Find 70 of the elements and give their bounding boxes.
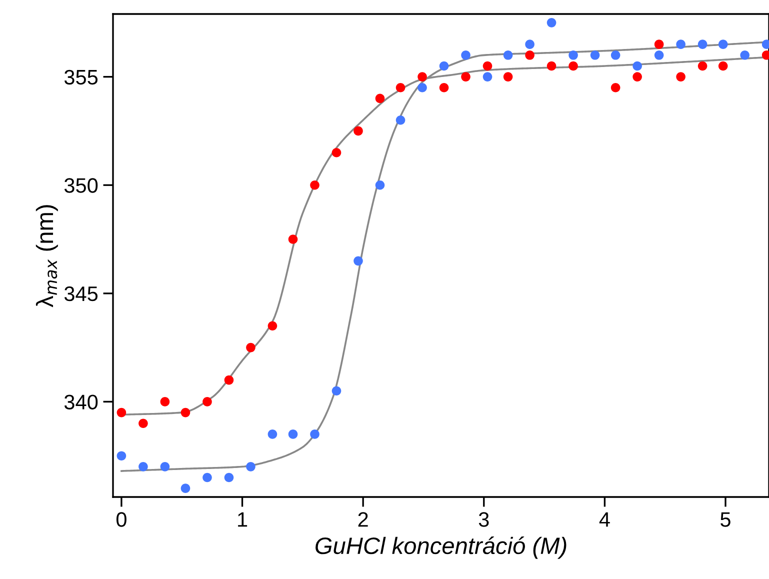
- point: [160, 462, 170, 472]
- point: [676, 72, 686, 82]
- y-tick-label: 345: [64, 286, 98, 302]
- point: [202, 472, 212, 482]
- point: [396, 115, 406, 125]
- point: [354, 126, 363, 136]
- point: [180, 484, 190, 493]
- point: [676, 40, 686, 49]
- point: [439, 82, 449, 92]
- point: [224, 472, 234, 482]
- point: [482, 61, 492, 71]
- point: [202, 397, 212, 406]
- point: [698, 40, 708, 49]
- point: [654, 40, 664, 49]
- point: [246, 342, 256, 352]
- point: [332, 148, 342, 158]
- point: [525, 50, 534, 60]
- point: [568, 61, 578, 71]
- point: [396, 82, 406, 92]
- y-axis-title: λ$_{max}$ (nm): [36, 205, 58, 308]
- point: [375, 94, 385, 104]
- point: [354, 256, 363, 266]
- point: [503, 72, 513, 82]
- point: [160, 397, 170, 406]
- x-tick-label: 0: [116, 512, 126, 527]
- point: [116, 451, 126, 461]
- x-tick-label: 4: [599, 512, 610, 527]
- point: [632, 61, 642, 71]
- x-axis-title: GuHCl koncentráció (M): [316, 536, 566, 559]
- x-tick-label: 3: [478, 512, 489, 527]
- point: [525, 40, 534, 49]
- point: [698, 61, 708, 71]
- point: [418, 82, 427, 92]
- point: [654, 50, 664, 60]
- point: [224, 375, 234, 385]
- point: [418, 72, 427, 82]
- point: [546, 61, 556, 71]
- point: [503, 50, 513, 60]
- point: [610, 50, 620, 60]
- point: [116, 408, 126, 418]
- point: [610, 82, 620, 92]
- point: [268, 430, 278, 439]
- x-tick-label: 2: [358, 512, 368, 527]
- point: [246, 462, 256, 472]
- point: [461, 50, 470, 60]
- point: [461, 72, 470, 82]
- point: [268, 321, 278, 331]
- point: [375, 180, 385, 190]
- y-tick-label: 355: [64, 70, 98, 85]
- point: [718, 61, 728, 71]
- point: [740, 50, 750, 60]
- point: [180, 408, 190, 418]
- point: [546, 18, 556, 28]
- x-tick-label: 5: [720, 512, 730, 527]
- x-tick-label: 1: [238, 512, 248, 527]
- point: [590, 50, 600, 60]
- point: [482, 72, 492, 82]
- point: [718, 40, 728, 49]
- y-tick-label: 350: [64, 178, 98, 193]
- y-tick-label: 340: [64, 394, 98, 410]
- point: [439, 61, 449, 71]
- point: [568, 50, 578, 60]
- point: [288, 430, 298, 439]
- point: [310, 180, 320, 190]
- point: [138, 418, 148, 428]
- point: [332, 386, 342, 396]
- point: [310, 430, 320, 439]
- point: [632, 72, 642, 82]
- point: [288, 234, 298, 244]
- point: [138, 462, 148, 472]
